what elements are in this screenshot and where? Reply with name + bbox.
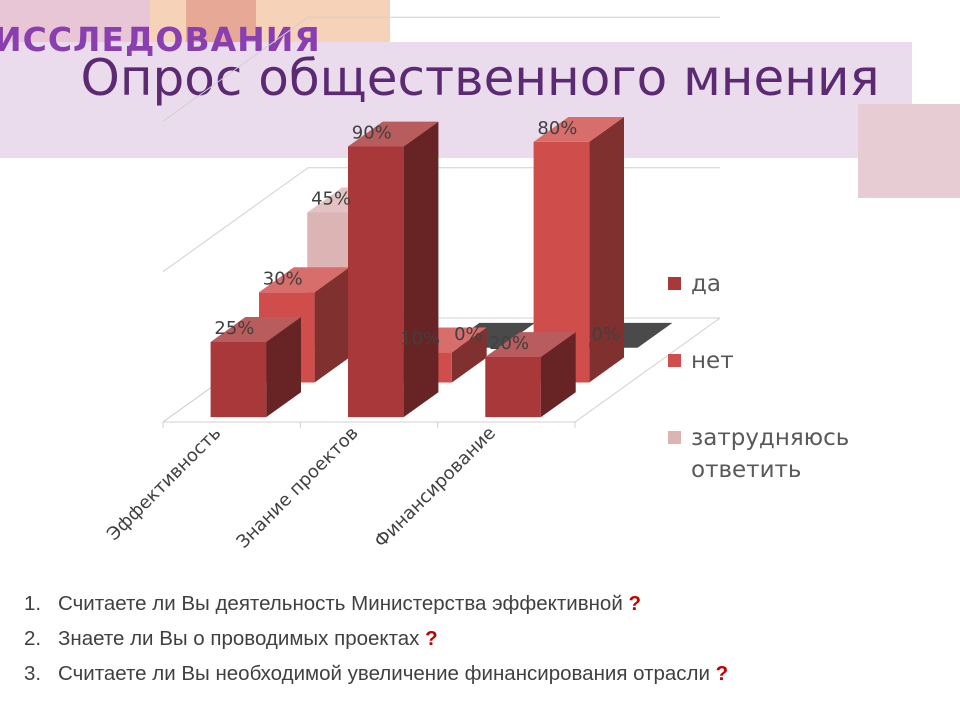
question-mark: ? — [628, 592, 642, 615]
question-list: 1. Считаете ли Вы деятельность Министерст… — [24, 586, 954, 691]
bar-side — [589, 117, 624, 383]
legend-label-zatrudnyayus: затрудняюсь ответить — [691, 425, 850, 483]
bar-front — [485, 357, 541, 418]
question-mark: ? — [715, 662, 729, 685]
question-text: Считаете ли Вы необходимой увеличение фи… — [58, 662, 710, 685]
chart-category-labels: Эффективность Знание проектов Финансирован… — [103, 423, 500, 553]
legend-item-net: нет — [668, 345, 881, 377]
data-label: 0% — [454, 324, 483, 345]
bar-side — [266, 317, 301, 418]
bar-0-1 — [348, 121, 439, 418]
category-label: Финансирование — [370, 423, 499, 552]
bar-top — [259, 267, 350, 293]
legend-label-da: да — [691, 271, 721, 297]
question-item: 2. Знаете ли Вы о проводимых проектах ? — [24, 621, 954, 656]
data-label: 90% — [352, 123, 392, 144]
bar-front — [533, 141, 590, 383]
legend-label-net: нет — [691, 348, 734, 374]
question-mark: ? — [425, 627, 438, 650]
bar-side — [540, 332, 576, 418]
legend-swatch-net — [668, 354, 681, 367]
chart-gridline — [162, 16, 720, 122]
section-header: ИССЛЕДОВАНИЯ — [0, 20, 321, 59]
bar-0-2 — [485, 332, 576, 418]
legend-item-da: да — [668, 268, 881, 300]
data-label: 20% — [489, 333, 529, 354]
question-number: 2. — [24, 627, 42, 650]
chart-bars — [210, 117, 673, 418]
data-label: 80% — [537, 118, 577, 139]
bar-top — [348, 121, 439, 147]
data-label: 45% — [311, 189, 351, 210]
slide-title: Опрос общественного мнения — [80, 49, 880, 107]
question-item: 1. Считаете ли Вы деятельность Министерст… — [24, 586, 954, 621]
question-number: 1. — [24, 592, 42, 615]
question-number: 3. — [24, 662, 42, 685]
legend-swatch-da — [668, 277, 681, 290]
bar-top — [485, 332, 576, 357]
data-label: 10% — [400, 328, 440, 349]
bar-side — [403, 121, 439, 418]
data-label: 0% — [592, 324, 621, 345]
bar-front — [348, 146, 404, 418]
bar-0-0 — [210, 317, 301, 418]
category-label: Знание проектов — [233, 423, 363, 553]
deco-block-right — [858, 104, 960, 198]
bar-top — [210, 317, 301, 342]
data-label: 25% — [214, 318, 254, 339]
bar-top — [533, 117, 624, 142]
chart-data-labels: 45% 0% 0% 30% 10% 80% 25% 90% 20% — [214, 118, 620, 354]
legend-item-zatrudnyayus: затрудняюсь ответить — [668, 422, 881, 486]
bar-side — [314, 267, 350, 383]
category-label: Эффективность — [103, 423, 225, 545]
bar-front — [210, 342, 267, 418]
deco-title-band — [0, 42, 912, 158]
question-text: Знаете ли Вы о проводимых проектах — [58, 627, 420, 650]
question-text: Считаете ли Вы деятельность Министерства… — [58, 592, 623, 615]
question-item: 3. Считаете ли Вы необходимой увеличение … — [24, 656, 954, 691]
data-label: 30% — [263, 268, 303, 289]
chart-gridline — [162, 167, 720, 273]
bar-1-2 — [533, 117, 624, 383]
bar-side — [451, 327, 487, 383]
legend-swatch-zatrudnyayus — [668, 431, 681, 444]
